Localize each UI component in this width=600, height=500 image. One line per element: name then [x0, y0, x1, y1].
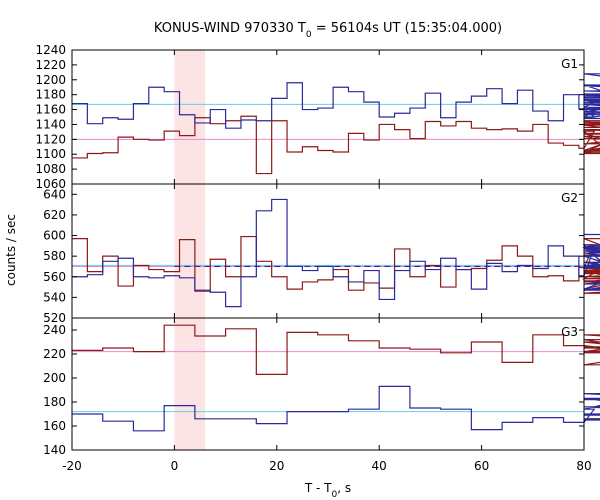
y-tick-label: 220	[43, 347, 66, 361]
panel-label: G3	[561, 325, 578, 339]
y-tick-label: 560	[43, 270, 66, 284]
y-tick-label: 1080	[35, 162, 66, 176]
y-tick-label: 600	[43, 229, 66, 243]
y-tick-label: 1100	[35, 147, 66, 161]
series-red-histogram	[72, 235, 600, 294]
x-tick-label: 80	[576, 459, 591, 473]
y-tick-label: 640	[43, 187, 66, 201]
y-tick-label: 240	[43, 323, 66, 337]
y-tick-label: 160	[43, 419, 66, 433]
y-axis-label: counts / sec	[4, 214, 18, 286]
x-tick-label: 40	[372, 459, 387, 473]
series-blue-histogram	[72, 73, 600, 129]
plot-area: 1060108011001120114011601180120012201240…	[35, 43, 600, 473]
panel-g3: 140 160 180 200 220 240 G3	[43, 317, 600, 457]
series-red-histogram	[72, 115, 600, 175]
y-tick-label: 1060	[35, 177, 66, 191]
chart-title: KONUS-WIND 970330 T0 = 56104s UT (15:35:…	[154, 21, 502, 40]
panel-label: G2	[561, 191, 578, 205]
x-tick-label: 60	[474, 459, 489, 473]
y-tick-label: 1240	[35, 43, 66, 57]
x-tick-label: -20	[62, 459, 82, 473]
y-tick-label: 140	[43, 443, 66, 457]
y-tick-label: 1180	[35, 88, 66, 102]
x-tick-label: 0	[171, 459, 179, 473]
y-tick-label: 200	[43, 371, 66, 385]
panel-label: G1	[561, 57, 578, 71]
panel-frame	[71, 49, 585, 185]
y-tick-label: 1220	[35, 58, 66, 72]
y-tick-label: 1200	[35, 73, 66, 87]
x-axis-label: T - T0, s	[304, 481, 351, 500]
series-blue-histogram	[72, 198, 600, 308]
y-tick-label: 1120	[35, 132, 66, 146]
y-tick-label: 1140	[35, 117, 66, 131]
y-tick-label: 520	[43, 311, 66, 325]
panel-frame	[71, 183, 585, 319]
panel-frame	[71, 317, 585, 451]
y-tick-label: 620	[43, 208, 66, 222]
y-tick-label: 540	[43, 290, 66, 304]
y-tick-label: 1160	[35, 103, 66, 117]
panel-g1: 1060108011001120114011601180120012201240…	[35, 43, 600, 191]
y-tick-label: 180	[43, 395, 66, 409]
panel-g2: 520 540 560 580 600 620 640 G2	[43, 183, 600, 325]
x-tick-label: 20	[269, 459, 284, 473]
y-tick-label: 580	[43, 249, 66, 263]
series-blue-histogram	[72, 385, 600, 432]
series-red-histogram	[72, 324, 600, 375]
